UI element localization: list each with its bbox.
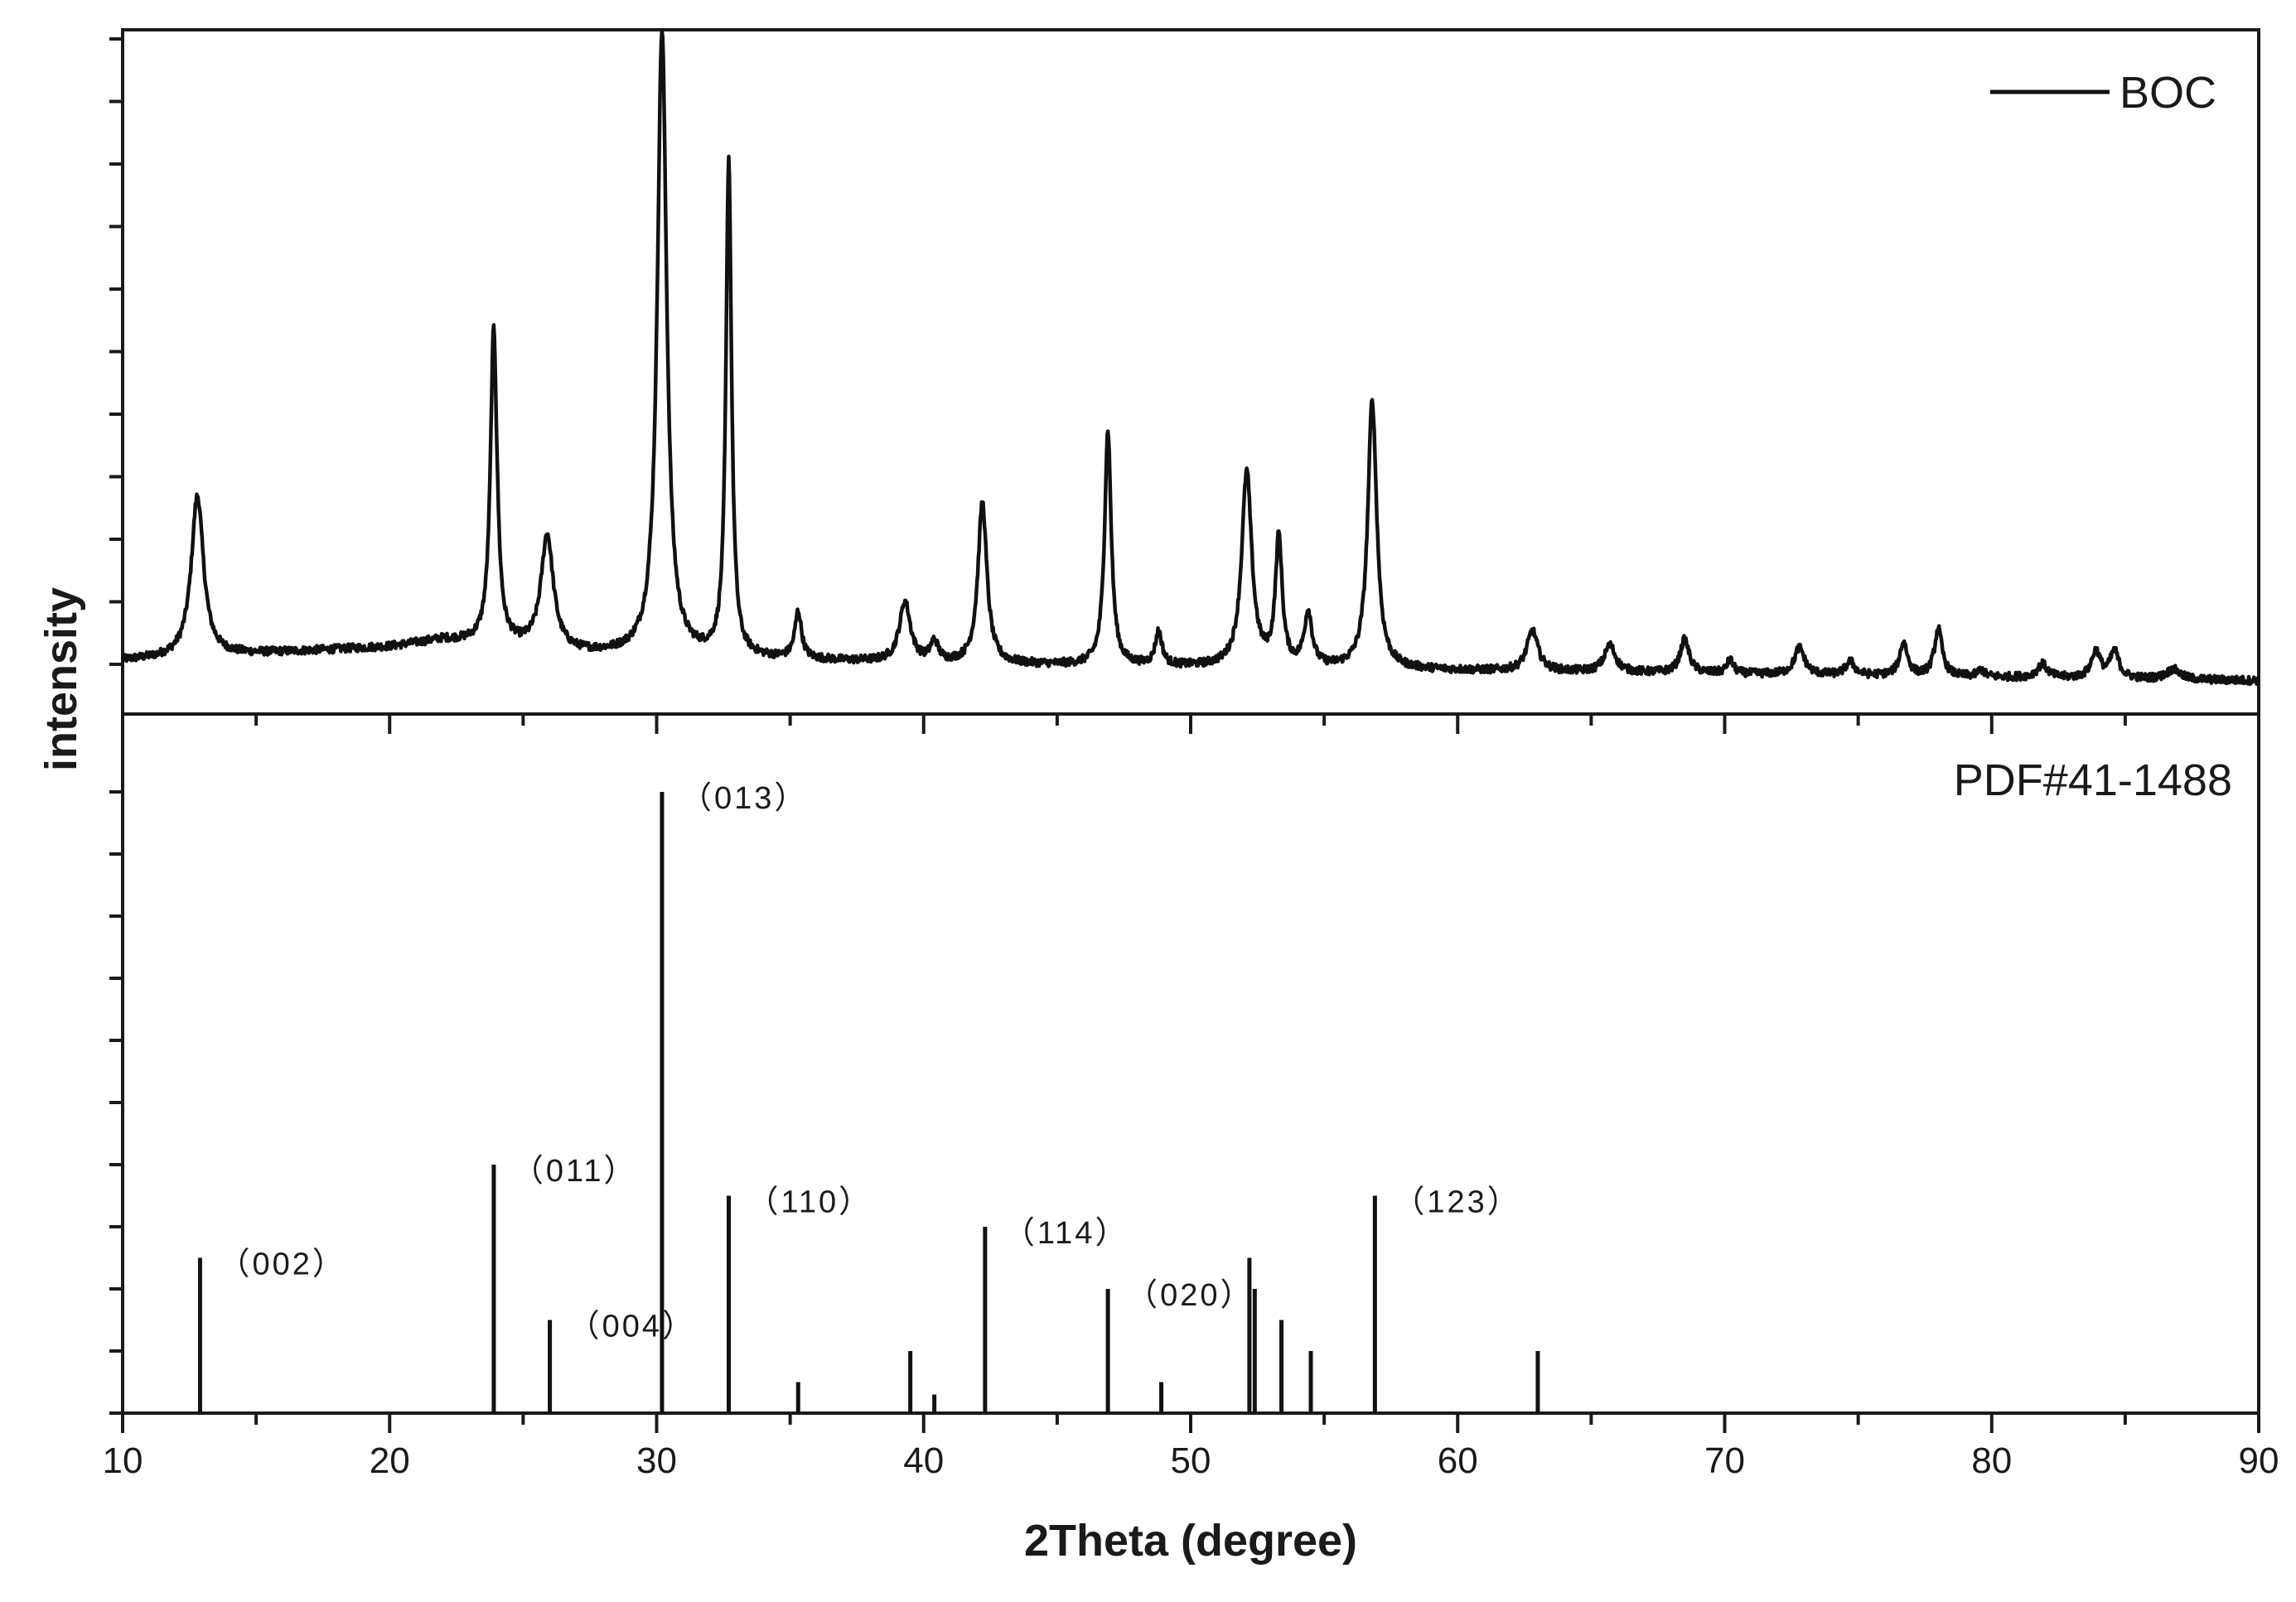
- x-axis-title: 2Theta (degree): [1024, 1516, 1357, 1566]
- hkl-label: （011）: [512, 1154, 638, 1189]
- x-tick-label: 30: [636, 1440, 677, 1481]
- hkl-label: （020）: [1126, 1278, 1254, 1313]
- x-tick-labels: 10 20 30 40 50 60 70 80 90: [103, 1440, 2279, 1481]
- reference-bars: [197, 792, 1540, 1413]
- axis-ticks: [109, 37, 2260, 1433]
- hkl-label: （110）: [747, 1185, 873, 1220]
- legend-label-boc: BOC: [2120, 68, 2216, 118]
- y-axis-title: intensity: [36, 587, 86, 771]
- x-tick-label: 90: [2239, 1440, 2279, 1481]
- boc-series: [120, 28, 2261, 687]
- x-tick-label: 40: [903, 1440, 944, 1481]
- hkl-label: （004）: [568, 1310, 696, 1344]
- x-tick-label: 20: [370, 1440, 410, 1481]
- hkl-label: （002）: [218, 1247, 346, 1282]
- legend: BOC: [1990, 68, 2216, 118]
- x-tick-label: 10: [103, 1440, 143, 1481]
- x-tick-label: 80: [1971, 1440, 2012, 1481]
- hkl-labels: （002） （011） （004） （013） （110） （114） （020） （123）: [218, 781, 1520, 1344]
- hkl-label: （123）: [1393, 1185, 1520, 1220]
- boc-line: [120, 28, 2261, 687]
- hkl-label: （114）: [1003, 1216, 1129, 1251]
- x-tick-label: 60: [1438, 1440, 1478, 1481]
- x-tick-label: 70: [1704, 1440, 1745, 1481]
- reference-pattern-title: PDF#41-1488: [1954, 755, 2232, 805]
- x-tick-label: 50: [1171, 1440, 1211, 1481]
- hkl-label: （013）: [680, 781, 808, 816]
